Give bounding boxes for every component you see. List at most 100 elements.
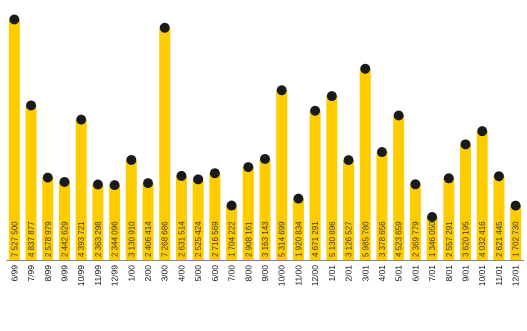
value-label-10/99: 4 393 721 (77, 221, 86, 257)
bar-marker-6/99 (9, 14, 20, 25)
bar-11/01 (493, 176, 505, 260)
x-tick-label-4/00: 4/00 (176, 265, 186, 282)
bar-11/00 (292, 198, 304, 260)
value-label-2/00: 2 406 414 (144, 221, 153, 257)
value-label-9/01: 3 620 195 (462, 221, 471, 257)
bar-6/99 (8, 19, 20, 261)
bar-9/99 (58, 181, 70, 260)
value-label-8/99: 2 578 979 (44, 221, 53, 257)
value-label-8/00: 2 908 161 (244, 221, 253, 257)
bar-marker-5/01 (393, 110, 404, 121)
value-label-6/99: 7 527 500 (10, 221, 19, 257)
bars-group: 7 527 500 4 837 877 2 578 979 2 442 629 4 39… (8, 14, 522, 261)
value-label-4/00: 2 631 514 (177, 221, 186, 257)
bar-8/99 (42, 177, 54, 260)
bar-2/01 (343, 160, 355, 260)
bar-marker-9/99 (59, 176, 70, 187)
x-tick-label-9/99: 9/99 (59, 265, 69, 282)
bar-7/00 (226, 205, 238, 260)
bar-10/01 (476, 131, 488, 260)
x-tick-label-7/01: 7/01 (427, 265, 437, 282)
value-label-12/01: 1 702 730 (512, 221, 521, 257)
bar-1/01 (326, 96, 338, 260)
x-tick-label-6/00: 6/00 (210, 265, 220, 282)
value-label-7/01: 1 346 050 (428, 221, 437, 257)
bar-5/01 (393, 115, 405, 260)
x-tick-label-11/01: 11/01 (494, 265, 504, 286)
bar-marker-8/01 (443, 173, 454, 184)
bar-marker-11/00 (293, 193, 304, 204)
x-tick-label-12/00: 12/00 (310, 265, 320, 287)
x-tick-label-10/99: 10/99 (76, 265, 86, 287)
bar-marker-6/00 (209, 168, 220, 179)
value-label-1/01: 5 130 896 (328, 221, 337, 257)
value-label-9/99: 2 442 629 (60, 221, 69, 257)
bar-marker-10/00 (276, 85, 287, 96)
value-label-6/00: 2 716 569 (211, 221, 220, 257)
bar-3/01 (359, 68, 371, 261)
bar-4/00 (175, 175, 187, 260)
bar-9/00 (259, 158, 271, 260)
bar-12/01 (510, 205, 522, 260)
bar-5/00 (192, 179, 204, 260)
bar-marker-10/01 (477, 126, 488, 137)
bar-12/00 (309, 110, 321, 260)
value-label-12/00: 4 671 291 (311, 221, 320, 257)
value-label-9/00: 3 163 143 (261, 221, 270, 257)
bar-marker-4/00 (176, 170, 187, 181)
x-tick-label-6/01: 6/01 (410, 265, 420, 282)
value-label-6/01: 2 369 779 (411, 221, 420, 257)
x-tick-label-6/99: 6/99 (9, 265, 19, 282)
x-tick-label-10/00: 10/00 (277, 265, 287, 287)
x-tick-label-3/01: 3/01 (360, 265, 370, 282)
bar-marker-3/01 (360, 63, 371, 74)
value-label-7/00: 1 704 222 (228, 221, 237, 257)
bar-2/00 (142, 183, 154, 260)
bar-marker-7/00 (226, 200, 237, 211)
bar-marker-7/99 (26, 100, 37, 111)
value-label-4/01: 3 378 656 (378, 221, 387, 257)
value-label-10/00: 5 314 699 (278, 221, 287, 257)
bar-8/00 (242, 167, 254, 260)
bar-marker-2/00 (143, 178, 154, 189)
x-tick-labels: 6/99 7/99 8/99 9/99 10/99 11/99 12/99 1/00 2/00 3… (9, 265, 520, 287)
x-tick-label-9/01: 9/01 (461, 265, 471, 282)
x-tick-label-1/00: 1/00 (126, 265, 136, 282)
value-label-2/01: 3 126 527 (345, 221, 354, 257)
x-tick-label-2/01: 2/01 (344, 265, 354, 282)
x-tick-label-7/00: 7/00 (227, 265, 237, 282)
value-label-1/00: 3 130 910 (127, 221, 136, 257)
bar-marker-4/01 (376, 147, 387, 158)
value-label-11/00: 1 920 834 (294, 221, 303, 257)
value-label-12/99: 2 344 096 (111, 221, 120, 257)
x-tick-label-2/00: 2/00 (143, 265, 153, 282)
bar-marker-9/01 (460, 139, 471, 150)
bar-marker-6/01 (410, 179, 421, 190)
x-tick-label-10/01: 10/01 (477, 265, 487, 287)
bar-4/01 (376, 152, 388, 260)
bar-marker-11/99 (92, 179, 103, 190)
x-tick-label-5/01: 5/01 (394, 265, 404, 282)
bar-12/99 (109, 185, 121, 260)
bar-marker-8/99 (42, 172, 53, 183)
bar-7/01 (426, 217, 438, 260)
value-label-8/01: 2 557 291 (445, 221, 454, 257)
x-tick-label-12/01: 12/01 (511, 265, 521, 287)
bar-marker-1/00 (126, 154, 137, 165)
bar-marker-11/01 (493, 171, 504, 182)
bar-marker-12/99 (109, 180, 120, 191)
x-tick-label-1/01: 1/01 (327, 265, 337, 282)
x-tick-label-11/99: 11/99 (93, 265, 103, 286)
value-label-10/01: 4 032 416 (478, 221, 487, 257)
bar-marker-7/01 (427, 212, 438, 222)
value-label-5/00: 2 525 424 (194, 221, 203, 257)
x-tick-label-9/00: 9/00 (260, 265, 270, 282)
bar-marker-1/01 (326, 91, 337, 102)
x-tick-label-7/99: 7/99 (26, 265, 36, 282)
bar-marker-12/00 (310, 105, 321, 116)
bar-8/01 (443, 178, 455, 260)
bar-6/00 (209, 173, 221, 260)
x-tick-label-12/99: 12/99 (110, 265, 120, 287)
x-tick-label-11/00: 11/00 (293, 265, 303, 286)
